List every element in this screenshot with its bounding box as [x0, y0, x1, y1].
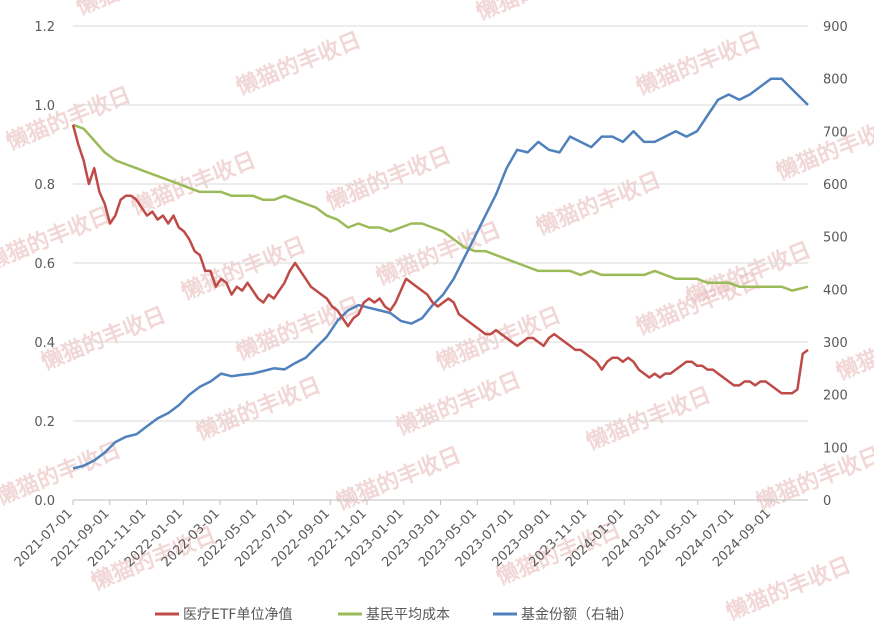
y-right-tick-label: 300	[823, 336, 848, 351]
watermark-text: 懒猫的丰收日	[773, 112, 874, 186]
watermark-text: 懒猫的丰收日	[393, 367, 525, 441]
watermark-text: 懒猫的丰收日	[723, 552, 855, 626]
y-left-tick-label: 0.2	[34, 415, 55, 430]
series-line-1	[72, 123, 809, 292]
y-left-tick-label: 1.2	[34, 20, 55, 35]
gridlines	[73, 25, 808, 501]
watermark-text: 懒猫的丰收日	[233, 27, 365, 101]
y-left-tick-label: 0.4	[34, 336, 55, 351]
watermark-text: 懒猫的丰收日	[373, 217, 505, 291]
y-right-tick-label: 900	[823, 20, 848, 35]
y-right-tick-label: 200	[823, 389, 848, 404]
watermark-text: 懒猫的丰收日	[633, 27, 765, 101]
y-left-tick-label: 0.6	[34, 257, 55, 272]
legend-label: 基金份额（右轴）	[521, 606, 633, 623]
legend-label: 基民平均成本	[366, 606, 450, 623]
watermark-text: 懒猫的丰收日	[433, 302, 565, 376]
series-line-0	[71, 124, 809, 395]
y-right-tick-label: 400	[823, 283, 848, 298]
series-line-2	[72, 77, 809, 470]
y-right-tick-label: 500	[823, 231, 848, 246]
y-right-tick-label: 800	[823, 73, 848, 88]
watermark-text: 懒猫的丰收日	[73, 0, 205, 21]
watermark-text: 懒猫的丰收日	[633, 267, 765, 341]
watermark-text: 懒猫的丰收日	[38, 302, 170, 376]
legend-label: 医疗ETF单位净值	[183, 607, 292, 623]
y-left-tick-label: 0.8	[34, 178, 55, 193]
y-right-tick-label: 0	[823, 494, 831, 509]
watermark-text: 懒猫的丰收日	[753, 442, 874, 516]
watermark-text: 懒猫的丰收日	[233, 292, 365, 366]
watermark-text: 懒猫的丰收日	[333, 442, 465, 516]
y-left-tick-label: 0.0	[34, 494, 55, 509]
series-layer	[71, 77, 809, 470]
watermark-text: 懒猫的丰收日	[323, 142, 455, 216]
y-right-tick-label: 700	[823, 125, 848, 140]
watermark-text: 懒猫的丰收日	[473, 0, 605, 26]
watermark-text: 懒猫的丰收日	[533, 167, 665, 241]
watermark-text: 懒猫的丰收日	[193, 372, 325, 446]
y-right-tick-label: 600	[823, 178, 848, 193]
watermark-text: 懒猫的丰收日	[3, 82, 135, 156]
y-right-tick-label: 100	[823, 441, 848, 456]
watermark-text: 懒猫的丰收日	[0, 202, 115, 276]
watermark-text: 懒猫的丰收日	[583, 382, 715, 456]
legend: 医疗ETF单位净值 基民平均成本 基金份额（右轴）	[155, 606, 633, 623]
y-left-tick-label: 1.0	[34, 99, 55, 114]
